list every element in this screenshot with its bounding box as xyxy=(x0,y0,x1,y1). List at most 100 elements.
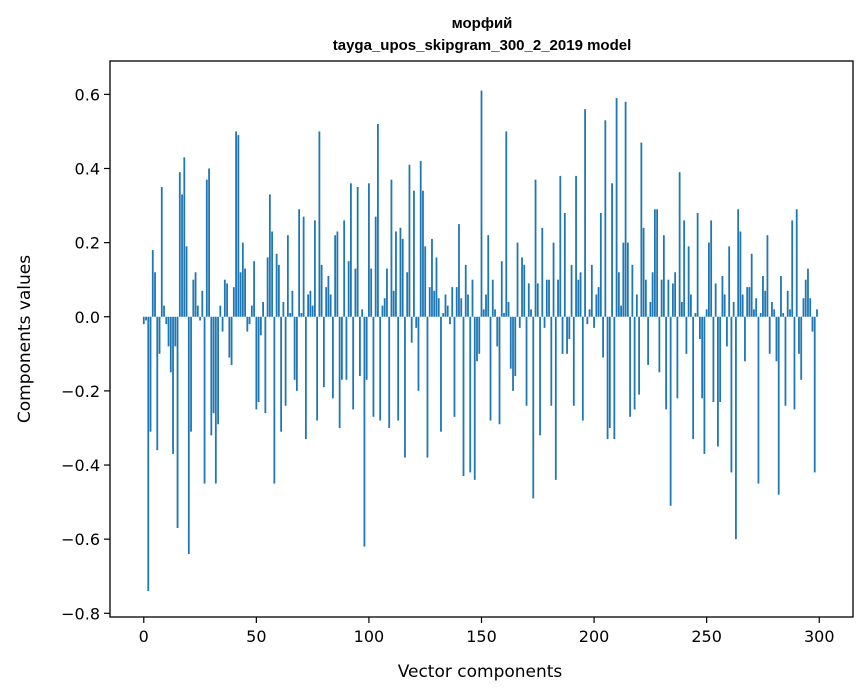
bar-245 xyxy=(694,313,697,317)
bar-167 xyxy=(518,316,521,328)
bar-78 xyxy=(318,131,321,317)
y-axis: −0.8 −0.6 −0.4 −0.2 0.0 0.2 0.4 0.6 xyxy=(61,85,110,623)
bar-162 xyxy=(507,301,510,317)
bar-97 xyxy=(361,309,364,317)
bar-83 xyxy=(329,294,332,317)
bar-125 xyxy=(424,246,427,317)
bar-171 xyxy=(527,283,530,317)
bar-262 xyxy=(732,301,735,317)
bar-260 xyxy=(728,246,731,317)
bar-161 xyxy=(505,131,508,317)
bar-237 xyxy=(676,316,679,399)
bar-248 xyxy=(701,316,704,399)
bar-168 xyxy=(521,257,523,317)
bar-4 xyxy=(151,250,154,317)
bar-58 xyxy=(273,316,276,484)
bar-242 xyxy=(687,246,690,317)
bar-154 xyxy=(489,316,492,421)
bar-139 xyxy=(455,287,458,317)
bar-247 xyxy=(699,316,701,339)
bar-241 xyxy=(685,316,688,354)
bar-132 xyxy=(440,316,442,432)
bar-270 xyxy=(750,253,753,317)
bar-91 xyxy=(347,261,350,317)
bar-189 xyxy=(568,316,571,339)
bar-293 xyxy=(802,298,805,317)
bar-218 xyxy=(633,316,636,410)
bar-246 xyxy=(696,212,699,317)
bar-281 xyxy=(775,316,778,362)
bar-130 xyxy=(435,257,438,317)
bar-129 xyxy=(433,290,436,317)
bar-217 xyxy=(631,264,634,317)
bar-75 xyxy=(311,305,314,317)
bar-188 xyxy=(566,316,568,354)
bar-9 xyxy=(163,305,165,317)
bar-122 xyxy=(417,316,420,391)
bar-135 xyxy=(446,305,449,317)
bar-184 xyxy=(557,279,559,317)
bar-214 xyxy=(624,101,627,317)
bar-55 xyxy=(266,257,269,317)
bar-288 xyxy=(791,220,794,317)
bar-176 xyxy=(539,316,541,436)
bar-181 xyxy=(550,316,553,406)
bar-180 xyxy=(548,279,550,317)
bar-225 xyxy=(649,301,652,317)
bar-105 xyxy=(379,316,382,421)
bar-249 xyxy=(703,316,706,454)
bar-156 xyxy=(494,309,496,317)
bar-205 xyxy=(604,120,607,317)
bar-115 xyxy=(401,238,404,317)
bar-274 xyxy=(759,313,762,317)
bar-0 xyxy=(142,316,145,325)
bar-63 xyxy=(284,316,287,406)
bar-294 xyxy=(804,279,807,317)
bar-71 xyxy=(302,216,305,317)
bar-110 xyxy=(390,179,393,317)
bar-155 xyxy=(491,279,494,317)
bar-140 xyxy=(458,224,460,317)
bar-79 xyxy=(320,264,323,317)
bar-36 xyxy=(223,279,226,317)
bar-106 xyxy=(381,305,384,317)
bar-202 xyxy=(597,287,600,317)
bar-96 xyxy=(359,316,361,377)
bar-77 xyxy=(316,316,319,421)
bar-57 xyxy=(271,231,274,317)
bar-256 xyxy=(719,316,722,403)
bar-257 xyxy=(721,275,724,317)
bar-128 xyxy=(431,238,433,317)
bar-5 xyxy=(154,272,156,317)
bar-206 xyxy=(606,316,609,440)
bar-264 xyxy=(737,209,740,317)
bar-164 xyxy=(512,316,514,391)
bar-295 xyxy=(807,268,809,317)
bar-108 xyxy=(386,268,388,317)
bar-276 xyxy=(764,290,767,317)
bar-137 xyxy=(451,287,454,317)
bar-46 xyxy=(246,316,249,332)
bar-42 xyxy=(237,135,240,317)
bar-45 xyxy=(244,268,246,317)
bar-273 xyxy=(757,316,760,484)
bar-93 xyxy=(352,316,355,410)
bar-123 xyxy=(419,161,422,317)
bar-275 xyxy=(762,275,764,317)
bar-52 xyxy=(259,316,262,336)
bar-138 xyxy=(453,316,456,417)
bar-120 xyxy=(413,190,415,317)
y-axis-label: Components values xyxy=(15,255,35,423)
bar-3 xyxy=(149,316,152,432)
bar-263 xyxy=(735,316,737,540)
bar-170 xyxy=(525,316,528,406)
bar-165 xyxy=(514,316,517,377)
bar-299 xyxy=(816,309,818,317)
bar-203 xyxy=(599,212,602,317)
bar-278 xyxy=(768,316,771,354)
bar-26 xyxy=(201,290,204,317)
bar-286 xyxy=(786,290,789,317)
bar-24 xyxy=(196,305,199,317)
bar-201 xyxy=(595,294,598,317)
